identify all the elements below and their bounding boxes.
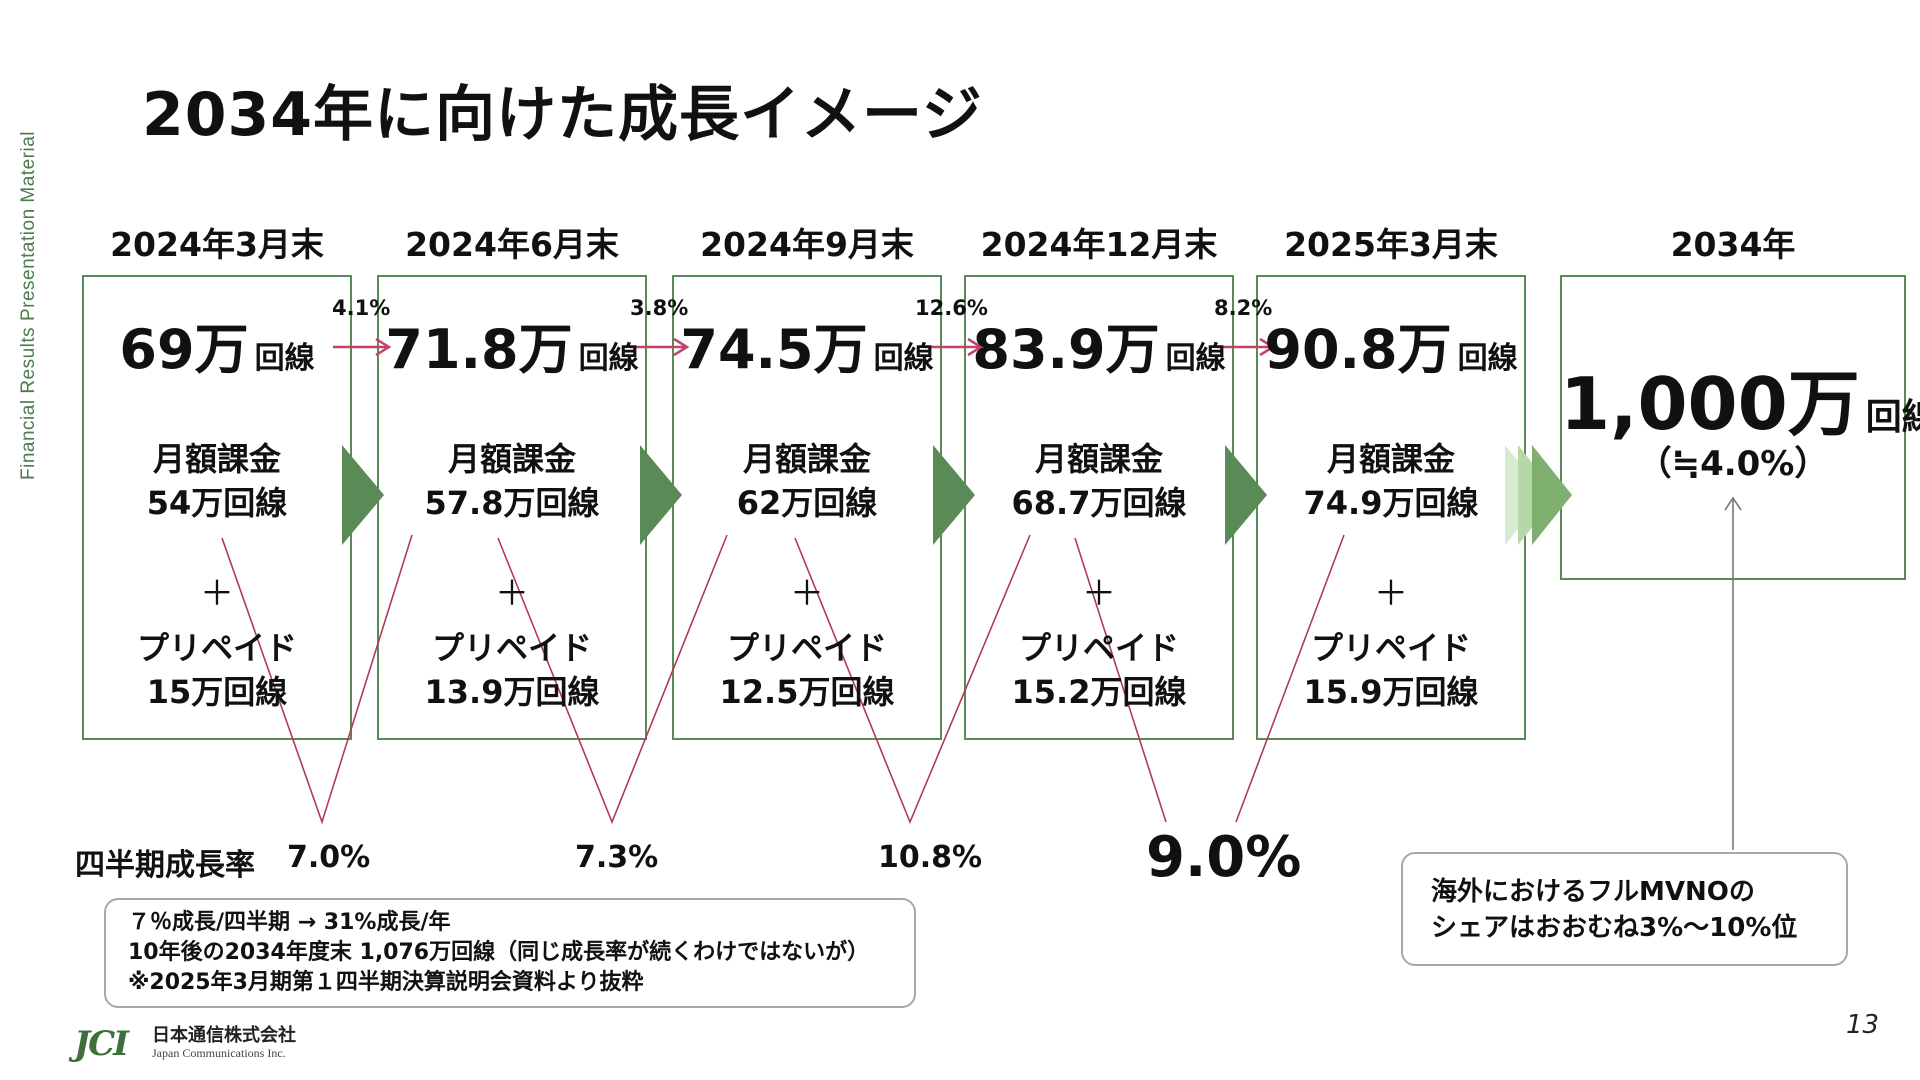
box5-plus: ＋ [1374, 574, 1408, 614]
note-left-line-2: 10年後の2034年度末 1,076万回線（同じ成長率が続くわけではないが） [128, 940, 870, 965]
chevron-4-icon [1225, 445, 1267, 545]
box4-prepaid: プリペイド 15.2万回線 [1011, 629, 1187, 711]
quarterly-rate-2: 7.3% [575, 840, 659, 875]
period-box-3 [672, 275, 942, 740]
box2-prepaid: プリペイド 13.9万回線 [424, 629, 600, 711]
quarterly-rate-4: 9.0% [1146, 825, 1302, 890]
box3-prepaid: プリペイド 12.5万回線 [719, 629, 895, 711]
box3-monthly: 月額課金 62万回線 [736, 440, 878, 522]
chevron-fade-3-icon [1532, 445, 1572, 545]
note-right-line-1: 海外におけるフルMVNOの [1431, 877, 1755, 907]
target-share: （≒4.0%） [1637, 444, 1829, 484]
box2-monthly: 月額課金 57.8万回線 [424, 440, 600, 522]
box1-monthly: 月額課金 54万回線 [146, 440, 288, 522]
page-title: 2034年に向けた成長イメージ [142, 80, 983, 150]
logo-name-jp: 日本通信株式会社 [152, 1025, 296, 1046]
box4-main-value: 83.9万 回線 [972, 318, 1226, 381]
box4-monthly: 月額課金 68.7万回線 [1011, 440, 1187, 522]
note-left-line-3: ※2025年3月期第１四半期決算説明会資料より抜粋 [128, 970, 644, 995]
period-label-target: 2034年 [1670, 225, 1796, 264]
growth-label-2: 3.8% [630, 296, 689, 320]
page-number: 13 [1846, 1010, 1880, 1040]
growth-label-3: 12.6% [915, 296, 988, 320]
period-label-5: 2025年3月末 [1284, 225, 1498, 264]
chevron-2-icon [640, 445, 682, 545]
note-box-left: ７％成長/四半期 → 31%成長/年 10年後の2034年度末 1,076万回線… [104, 898, 916, 1008]
box2-plus: ＋ [495, 574, 529, 614]
note-left-line-1: ７％成長/四半期 → 31%成長/年 [128, 910, 451, 935]
growth-label-1: 4.1% [332, 296, 391, 320]
period-box-4 [964, 275, 1234, 740]
quarterly-rate-label: 四半期成長率 [75, 848, 255, 883]
period-label-2: 2024年6月末 [405, 225, 619, 264]
box5-main-value: 90.8万 回線 [1264, 318, 1518, 381]
box4-plus: ＋ [1082, 574, 1116, 614]
box3-plus: ＋ [790, 574, 824, 614]
box1-plus: ＋ [200, 574, 234, 614]
box1-main-value: 69万 回線 [119, 318, 315, 381]
period-label-4: 2024年12月末 [980, 225, 1218, 264]
period-label-1: 2024年3月末 [110, 225, 324, 264]
box2-main-value: 71.8万 回線 [385, 318, 639, 381]
note-box-right: 海外におけるフルMVNOの シェアはおおむね3%〜10%位 [1401, 852, 1848, 966]
note-right-line-2: シェアはおおむね3%〜10%位 [1431, 913, 1798, 943]
target-main-value: 1,000万 回線 [1560, 362, 1920, 446]
quarterly-rate-1: 7.0% [287, 840, 371, 875]
company-logo: JCI 日本通信株式会社 Japan Communications Inc. [74, 1024, 304, 1064]
logo-mark: JCI [74, 1024, 129, 1064]
chevron-1-icon [342, 445, 384, 545]
box5-prepaid: プリペイド 15.9万回線 [1303, 629, 1479, 711]
logo-name-en: Japan Communications Inc. [152, 1046, 286, 1060]
chevron-fade-4-icon [1532, 445, 1572, 545]
box5-monthly: 月額課金 74.9万回線 [1303, 440, 1479, 522]
box3-main-value: 74.5万 回線 [680, 318, 934, 381]
chevron-3-icon [933, 445, 975, 545]
period-label-3: 2024年9月末 [700, 225, 914, 264]
growth-label-4: 8.2% [1214, 296, 1273, 320]
quarterly-rate-3: 10.8% [878, 840, 983, 875]
period-box-5 [1256, 275, 1526, 740]
box1-prepaid: プリペイド 15万回線 [136, 629, 297, 711]
